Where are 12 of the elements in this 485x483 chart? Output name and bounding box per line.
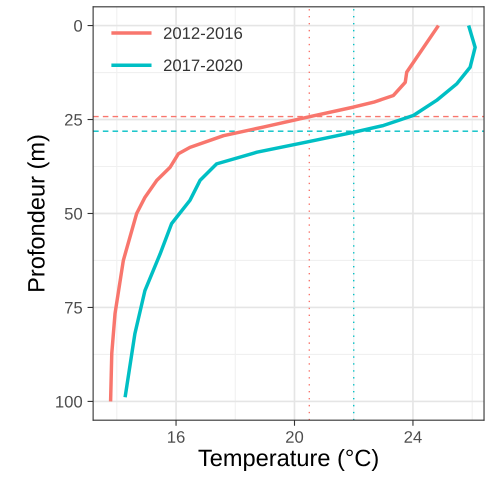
y-tick-label: 50 (64, 208, 82, 220)
legend-label: 2017-2020 (164, 59, 242, 72)
y-tick-label: 0 (74, 20, 82, 32)
legend-label: 2012-2016 (164, 27, 242, 40)
y-tick-label: 75 (65, 302, 82, 314)
y-tick-label: 100 (56, 396, 82, 408)
x-axis-title: Temperature (°C) (198, 448, 378, 471)
x-tick-label: 20 (286, 431, 304, 443)
x-tick-label: 24 (404, 431, 422, 443)
x-tick-label: 16 (168, 431, 185, 443)
y-tick-label: 25 (65, 114, 82, 126)
y-axis-title: Profondeur (m) (27, 136, 50, 291)
